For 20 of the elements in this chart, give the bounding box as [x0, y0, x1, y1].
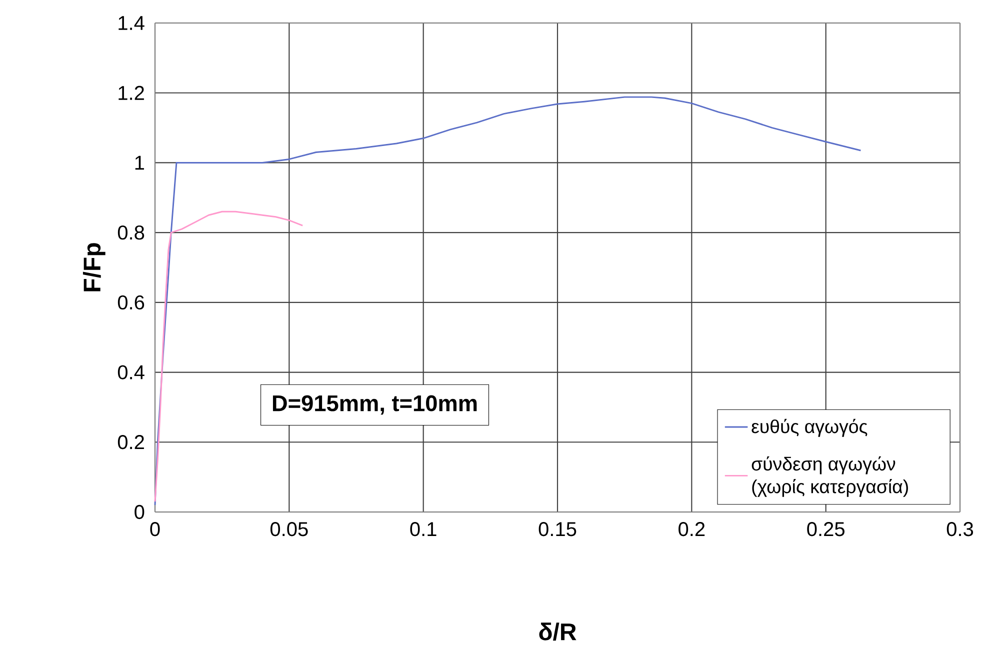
x-tick-label: 0.05: [270, 522, 308, 536]
x-tick-label: 0.1: [410, 522, 436, 536]
y-tick-label: 0.6: [118, 295, 144, 310]
x-axis-title: δ/R: [539, 622, 576, 641]
y-tick-label: 1.4: [118, 16, 144, 30]
x-tick-label: 0.3: [946, 522, 974, 536]
y-tick-label: 1.2: [118, 86, 144, 100]
x-tick-label: 0.15: [538, 522, 576, 536]
legend-label: ευθύς αγωγός: [752, 418, 868, 437]
x-tick-label: 0.25: [807, 522, 844, 536]
y-tick-label: 1: [135, 156, 144, 170]
annotation: D=915mm, t=10mm: [272, 395, 477, 415]
y-tick-label: 0.2: [118, 435, 144, 450]
y-tick-label: 0.4: [118, 365, 144, 380]
x-tick-label: 0.2: [678, 522, 705, 536]
y-tick-label: 0: [134, 504, 144, 520]
x-tick-label: 0: [150, 522, 160, 536]
y-tick-label: 0.8: [118, 225, 144, 240]
y-axis-title: F/Fp: [82, 243, 106, 292]
legend-label: σύνδεση αγωγών (χωρίς κατεργασία): [752, 456, 908, 497]
